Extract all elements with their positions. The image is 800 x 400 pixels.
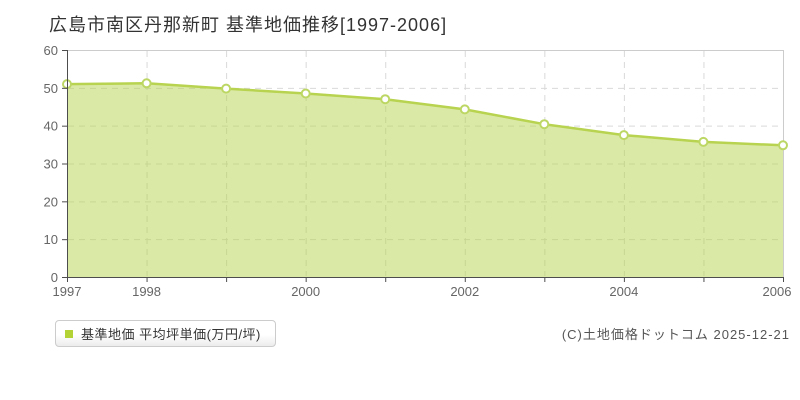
x-tick-label-1998: 1998	[132, 284, 161, 299]
data-point-1998	[141, 78, 152, 89]
x-tick-label-2004: 2004	[609, 284, 638, 299]
x-tick-label-1997: 1997	[53, 284, 82, 299]
series-line	[65, 82, 785, 147]
legend: 基準地価 平均坪単価(万円/坪)	[55, 320, 276, 347]
y-tick-label-50: 50	[44, 81, 58, 96]
series-area	[67, 83, 783, 277]
x-tick-label-2002: 2002	[450, 284, 479, 299]
y-tick-label-0: 0	[51, 270, 58, 285]
data-point-1999	[221, 83, 232, 94]
y-tick-label-30: 30	[44, 157, 58, 172]
copyright-text: (C)土地価格ドットコム 2025-12-21	[561, 327, 790, 342]
y-tick-label-10: 10	[44, 232, 58, 247]
plot-border	[67, 50, 784, 277]
data-point-2000	[300, 88, 311, 99]
tick-labels: 0 10 20 30 40 50 60 1997 1998 2000 2002 2004 2006	[44, 43, 792, 299]
page-title: 広島市南区丹那新町 基準地価推移[1997-2006]	[49, 15, 448, 35]
x-tick-label-2000: 2000	[291, 284, 320, 299]
data-point-2005	[698, 136, 709, 147]
legend-label: 基準地価 平均坪単価(万円/坪)	[81, 327, 261, 342]
y-tick-label-40: 40	[44, 119, 58, 134]
axes	[62, 50, 784, 282]
y-tick-label-60: 60	[44, 43, 58, 58]
data-point-2003	[539, 119, 550, 130]
data-point-2001	[380, 94, 391, 105]
data-point-2004	[618, 130, 629, 141]
series-marker-icon	[65, 329, 73, 338]
y-tick-label-20: 20	[44, 194, 58, 209]
data-point-2006	[778, 140, 788, 151]
data-point-2002	[459, 104, 470, 115]
x-tick-label-2006: 2006	[763, 284, 792, 299]
data-points	[62, 78, 788, 151]
price-trend-chart: 0 10 20 30 40 50 60 1997 1998 2000 2002 2004 2006	[44, 43, 792, 299]
